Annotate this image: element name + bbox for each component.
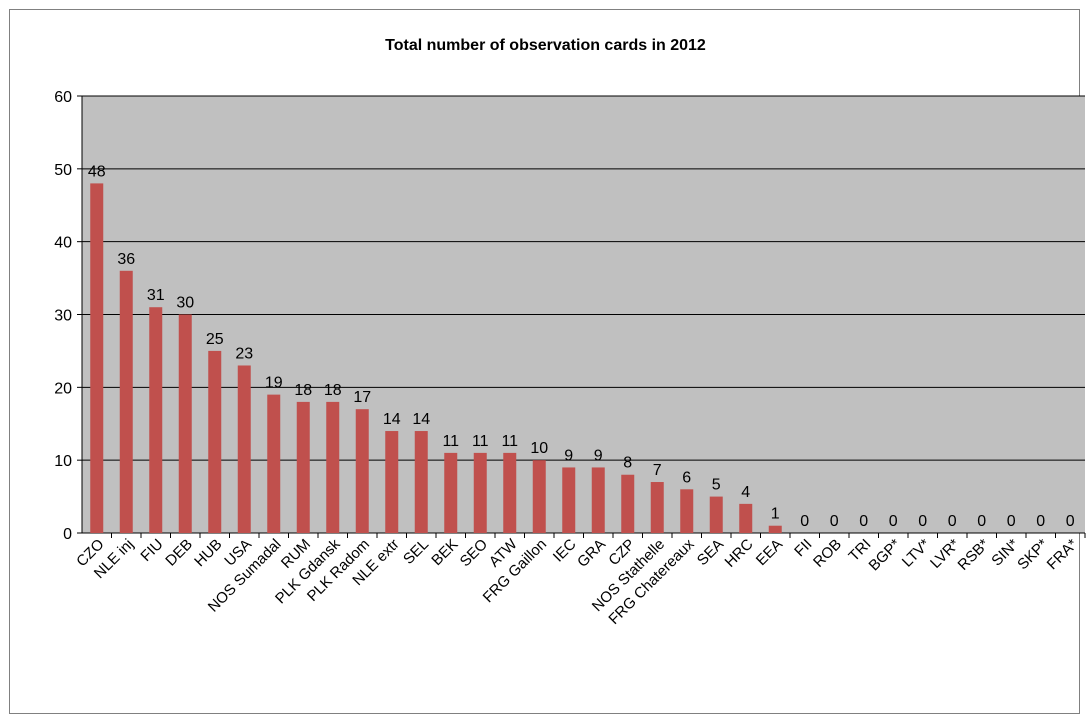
y-tick-label: 0 bbox=[63, 526, 72, 543]
bar bbox=[473, 452, 487, 533]
data-label: 9 bbox=[564, 447, 573, 464]
y-tick-label: 40 bbox=[54, 235, 72, 252]
data-label: 7 bbox=[653, 462, 662, 479]
data-label: 0 bbox=[859, 513, 868, 530]
data-label: 11 bbox=[442, 433, 459, 450]
data-label: 31 bbox=[147, 287, 165, 304]
data-label: 48 bbox=[88, 163, 106, 180]
data-label: 4 bbox=[741, 484, 750, 501]
bar bbox=[326, 401, 340, 533]
data-label: 0 bbox=[1007, 513, 1016, 530]
bar bbox=[296, 401, 310, 533]
data-label: 6 bbox=[682, 469, 691, 486]
data-label: 25 bbox=[206, 331, 224, 348]
bar bbox=[709, 496, 723, 533]
x-tick-label: SEA bbox=[694, 536, 727, 569]
x-tick-label: HRC bbox=[722, 536, 757, 571]
data-label: 5 bbox=[712, 477, 721, 494]
data-label: 17 bbox=[353, 389, 371, 406]
y-tick-label: 10 bbox=[54, 453, 72, 470]
x-tick-label: ROB bbox=[810, 536, 845, 571]
x-tick-label: BGP* bbox=[866, 536, 905, 575]
bar bbox=[355, 409, 369, 533]
bar bbox=[444, 452, 458, 533]
data-label: 0 bbox=[918, 513, 927, 530]
data-label: 18 bbox=[324, 382, 342, 399]
data-label: 0 bbox=[889, 513, 898, 530]
x-tick-label: LTV* bbox=[899, 536, 934, 571]
x-tick-label: GRA bbox=[574, 536, 609, 571]
x-tick-label: SEO bbox=[457, 536, 491, 570]
x-tick-label: LVR* bbox=[927, 536, 963, 572]
data-label: 11 bbox=[501, 433, 518, 450]
y-tick-label: 50 bbox=[54, 162, 72, 179]
bar bbox=[237, 365, 251, 533]
y-tick-label: 30 bbox=[54, 308, 72, 325]
bar bbox=[90, 183, 104, 533]
bar bbox=[414, 431, 428, 533]
data-label: 11 bbox=[472, 433, 489, 450]
data-label: 0 bbox=[948, 513, 957, 530]
x-tick-label: EEA bbox=[753, 536, 786, 569]
data-label: 8 bbox=[623, 455, 632, 472]
x-tick-label: DEB bbox=[162, 536, 196, 570]
data-label: 14 bbox=[383, 411, 401, 428]
bar bbox=[768, 525, 782, 533]
bar bbox=[178, 314, 192, 533]
bar bbox=[591, 467, 605, 533]
data-label: 30 bbox=[176, 295, 194, 312]
bar bbox=[267, 394, 281, 533]
x-tick-label: HUB bbox=[191, 536, 225, 570]
data-label: 0 bbox=[800, 513, 809, 530]
bar bbox=[621, 474, 635, 533]
data-label: 18 bbox=[294, 382, 312, 399]
x-tick-label: SEL bbox=[400, 536, 432, 568]
bar bbox=[532, 460, 546, 533]
bar bbox=[208, 350, 222, 533]
bar bbox=[562, 467, 576, 533]
chart-title: Total number of observation cards in 201… bbox=[385, 37, 706, 54]
data-label: 0 bbox=[1036, 513, 1045, 530]
data-label: 36 bbox=[117, 251, 135, 268]
data-label: 14 bbox=[412, 411, 430, 428]
data-label: 23 bbox=[235, 345, 253, 362]
x-tick-label: RSB* bbox=[955, 536, 993, 574]
data-label: 0 bbox=[830, 513, 839, 530]
bar bbox=[149, 307, 163, 533]
y-tick-label: 20 bbox=[54, 380, 72, 397]
bar bbox=[503, 452, 517, 533]
x-tick-label: FIU bbox=[137, 536, 166, 565]
bar bbox=[119, 270, 133, 533]
bar bbox=[680, 489, 694, 533]
x-tick-label: FRA* bbox=[1044, 536, 1081, 573]
data-label: 9 bbox=[594, 447, 603, 464]
data-label: 0 bbox=[1066, 513, 1075, 530]
data-label: 1 bbox=[771, 506, 780, 523]
y-tick-label: 60 bbox=[54, 89, 72, 106]
x-tick-label: BEK bbox=[428, 536, 461, 569]
data-label: 19 bbox=[265, 375, 283, 392]
bar bbox=[650, 482, 664, 533]
data-label: 0 bbox=[977, 513, 986, 530]
data-label: 10 bbox=[530, 440, 548, 457]
bar bbox=[385, 431, 399, 533]
bar bbox=[739, 503, 753, 533]
x-tick-label: SKP* bbox=[1014, 536, 1051, 573]
